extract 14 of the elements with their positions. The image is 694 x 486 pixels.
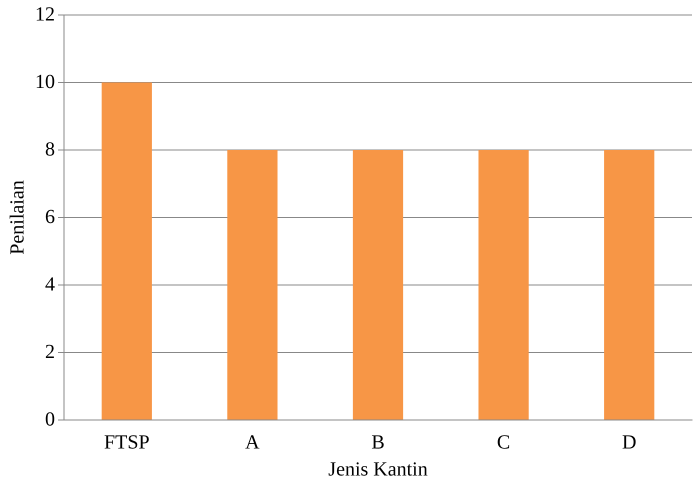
y-tick-label: 0 xyxy=(45,408,55,430)
y-tick-label: 10 xyxy=(35,70,55,93)
x-axis-title: Jenis Kantin xyxy=(328,458,428,480)
y-tick-label: 6 xyxy=(45,206,55,228)
x-tick-label: D xyxy=(622,431,636,454)
x-tick-label: A xyxy=(245,431,260,454)
x-tick-label: C xyxy=(496,431,510,454)
y-tick-label: 2 xyxy=(45,340,55,363)
x-tick-label: B xyxy=(371,431,385,454)
y-tick-label: 12 xyxy=(35,3,55,26)
x-tick-label: FTSP xyxy=(104,431,150,454)
y-tick-label: 4 xyxy=(45,273,55,296)
y-tick-label: 8 xyxy=(45,138,55,160)
y-axis-title: Penilaian xyxy=(6,180,28,255)
